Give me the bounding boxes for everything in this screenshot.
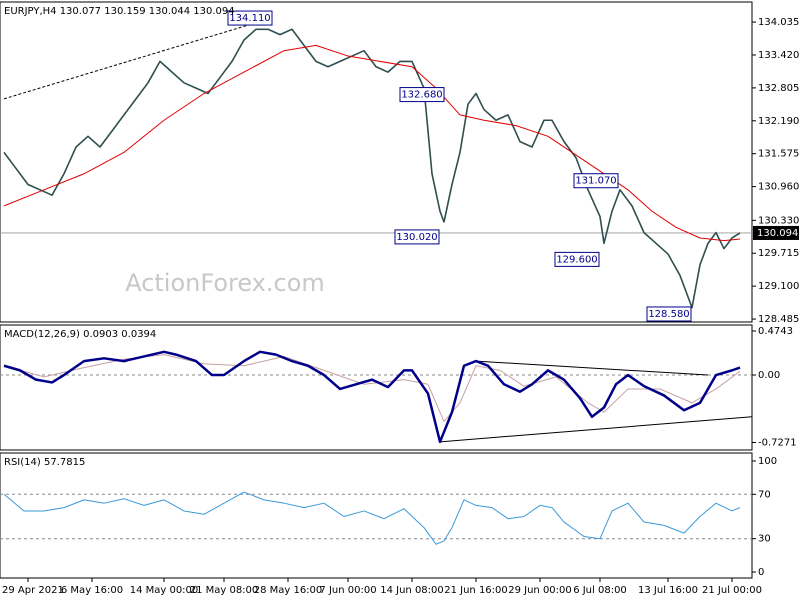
panel-frame [0,324,753,451]
x-tick-label: 14 May 00:00 [130,585,199,596]
trendline [439,416,753,443]
price-label: 129.600 [556,254,597,265]
y-tick-label: 30 [758,534,771,545]
price-label-box [399,87,445,103]
y-tick-label: 0.4743 [758,326,793,337]
y-tick-label: 0.00 [758,370,780,381]
panel-title: EURJPY,H4 130.077 130.159 130.044 130.09… [4,6,235,17]
y-tick-label: 130.960 [758,182,799,193]
x-tick-label: 21 Jul 00:00 [702,585,762,596]
x-tick-label: 6 Jul 08:00 [573,585,627,596]
y-tick-label: -0.7271 [758,437,797,448]
watermark: ActionForex.com [125,269,325,297]
series-line [3,28,741,309]
y-tick-label: 129.715 [758,248,799,259]
y-tick-label: 100 [758,456,777,467]
price-label: 134.110 [229,13,270,24]
price-label: 128.580 [648,309,689,320]
series-line [3,491,741,545]
y-tick-label: 0 [758,567,764,578]
y-tick-label: 130.330 [758,215,799,226]
last-price-tag [753,225,799,240]
y-tick-label: 128.485 [758,314,799,325]
price-label-box [394,229,440,245]
y-tick-label: 133.420 [758,50,799,61]
trendline [475,360,709,376]
panel-frame [0,1,753,323]
panel-title: MACD(12,26,9) 0.0903 0.0394 [4,329,156,340]
x-tick-label: 29 Apr 2021 [2,585,64,596]
x-tick-label: 13 Jul 16:00 [638,585,698,596]
y-tick-label: 134.035 [758,17,799,28]
x-tick-label: 14 Jun 08:00 [380,585,444,596]
series-line [3,354,741,422]
x-tick-label: 28 May 16:00 [254,585,323,596]
price-label-box [554,251,600,267]
x-tick-label: 21 May 08:00 [190,585,259,596]
last-price-label: 130.094 [757,228,798,239]
price-label: 130.020 [396,232,437,243]
x-tick-label: 21 Jun 16:00 [444,585,508,596]
price-label: 131.070 [575,176,616,187]
y-tick-label: 129.100 [758,281,799,292]
y-tick-label: 70 [758,489,771,500]
price-label-box [227,10,273,26]
price-label-box [573,173,619,189]
panel-title: RSI(14) 57.7815 [4,457,85,468]
panel-frame [0,452,753,579]
y-tick-label: 132.805 [758,83,799,94]
trendline [3,23,253,100]
y-tick-label: 131.575 [758,149,799,160]
series-line [3,350,741,444]
x-tick-label: 6 May 16:00 [61,585,123,596]
price-label: 132.680 [401,90,442,101]
price-label-box [646,306,692,322]
y-tick-label: 132.190 [758,116,799,127]
x-tick-label: 7 Jun 00:00 [319,585,376,596]
x-tick-label: 29 Jun 00:00 [508,585,572,596]
